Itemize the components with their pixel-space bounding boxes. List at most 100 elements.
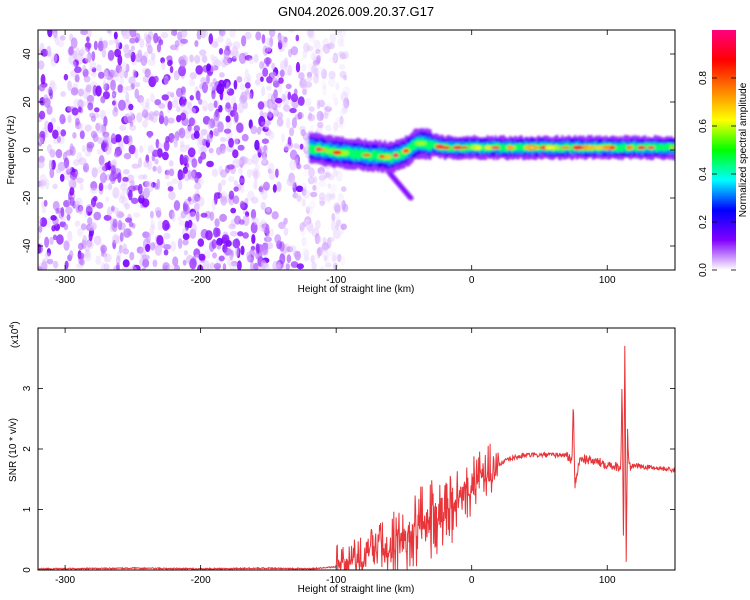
spectrogram-noise-cell (218, 255, 225, 262)
spectrogram-noise-cell (195, 90, 201, 101)
spectrogram-noise-cell (125, 63, 130, 73)
spectrogram-track-cell (322, 146, 325, 156)
spectrogram-noise-cell (323, 112, 329, 120)
spectrogram-noise-cell (93, 195, 98, 202)
spectrogram-noise-cell (166, 181, 173, 187)
spectrogram-noise-cell (262, 45, 269, 56)
spectrogram-noise-cell (221, 234, 230, 244)
spectrogram-noise-cell (122, 169, 130, 175)
spectrogram-track-cell (663, 144, 666, 152)
spectrogram-noise-cell (267, 107, 273, 119)
spectrogram-noise-cell (90, 130, 98, 139)
spectrogram-noise-cell (145, 154, 150, 164)
spectrogram-noise-cell (219, 213, 228, 222)
spectrogram-noise-cell (95, 85, 102, 97)
spectrogram-noise-cell (67, 177, 73, 186)
spectrogram-peak-cell (484, 145, 493, 150)
spectrogram-noise-cell (276, 117, 284, 127)
spectrogram-noise-cell (157, 165, 162, 174)
spectrogram-noise-cell (59, 35, 66, 41)
spectrogram-noise-cell (286, 246, 294, 253)
spectrogram-noise-cell (190, 107, 197, 115)
spectrogram-noise-cell (318, 192, 326, 200)
spectrogram-track-cell (401, 149, 404, 160)
spectrogram-noise-cell (287, 91, 292, 101)
spectrogram-noise-cell (168, 168, 175, 177)
spectrogram-noise-cell (56, 234, 64, 245)
spectrogram-track-cell (361, 148, 364, 159)
spectrogram-noise-cell (248, 92, 253, 100)
spectrogram-noise-cell (99, 172, 107, 184)
spectrogram-track-cell (359, 148, 362, 159)
spectrogram-noise-cell (325, 262, 332, 268)
spectrogram-noise-cell (87, 240, 94, 250)
spectrogram-peak-cell (470, 145, 478, 150)
spectrogram-noise-cell (132, 212, 141, 218)
spectrogram-noise-cell (123, 135, 130, 145)
spectrogram-noise-cell (113, 106, 118, 113)
spectrogram-noise-cell (191, 105, 200, 114)
spectrogram-noise-cell (302, 88, 307, 96)
spectrogram-noise-cell (251, 196, 259, 204)
spectrogram-noise-cell (189, 208, 197, 217)
spectrogram-noise-cell (104, 146, 112, 155)
spectrogram-noise-cell (118, 68, 125, 79)
spectrogram-noise-cell (69, 171, 78, 181)
spectrogram-noise-cell (168, 132, 175, 143)
spectrogram-noise-cell (271, 62, 276, 71)
spectrogram-noise-cell (250, 208, 257, 220)
spectrogram-noise-cell (167, 100, 173, 111)
spectrogram-noise-cell (110, 205, 115, 212)
spectrogram-peak-cell (324, 149, 335, 154)
spectrogram-noise-cell (331, 255, 337, 263)
spectrogram-peak-cell (403, 148, 410, 153)
spectrogram-noise-cell (232, 238, 241, 249)
spectrogram-noise-cell (314, 219, 321, 230)
spectrogram-noise-cell (229, 262, 237, 270)
spectrogram-noise-cell (161, 219, 170, 231)
spectrogram-noise-cell (173, 140, 178, 148)
spectrogram-track-cell (655, 145, 658, 153)
spectrogram-noise-cell (129, 30, 137, 38)
spectrogram-noise-cell (228, 190, 235, 200)
spectrogram-noise-cell (322, 43, 331, 54)
spectrogram-peak-cell (628, 145, 634, 150)
colorbar-tick-label: 0.4 (698, 167, 709, 181)
spectrogram-noise-cell (173, 96, 180, 102)
spectrogram-noise-cell (138, 174, 146, 180)
spectrogram-noise-cell (304, 143, 310, 152)
spectrogram-noise-cell (71, 60, 77, 67)
spectrogram-noise-cell (98, 124, 107, 133)
spectrogram-noise-cell (110, 133, 117, 144)
spectrogram-noise-cell (233, 180, 238, 187)
spectrogram-noise-cell (305, 205, 313, 216)
spectrogram-noise-cell (41, 260, 48, 270)
spectrogram-noise-cell (307, 30, 314, 37)
spectrogram-noise-cell (243, 77, 250, 83)
spectrogram-noise-cell (168, 209, 175, 220)
spectrogram-track-cell (377, 150, 380, 160)
spectrogram-track-cell (538, 144, 541, 152)
spectrogram-track-cell (370, 150, 374, 161)
spectrogram-noise-cell (283, 36, 288, 43)
spectrogram-noise-cell (112, 192, 119, 199)
spectrogram-noise-cell (340, 186, 347, 192)
spectrogram-track-cell (483, 144, 486, 152)
spectrogram-noise-cell (274, 97, 283, 104)
spectrogram-noise-cell (78, 88, 84, 97)
spectrogram-noise-cell (158, 103, 166, 109)
snr-multiplier-exponent: 4 (9, 325, 16, 329)
spectrogram-track-cell (429, 140, 432, 151)
spectrogram-track-cell (309, 143, 312, 154)
spectrogram-noise-cell (301, 247, 310, 258)
spectrogram-noise-cell (333, 122, 339, 132)
spectrogram-noise-cell (239, 200, 245, 210)
spectrogram-noise-cell (163, 249, 169, 256)
spectrogram-noise-cell (111, 100, 116, 106)
spectrogram-noise-cell (87, 102, 94, 111)
spectrogram-noise-cell (335, 219, 342, 227)
spectrogram-noise-cell (197, 264, 204, 270)
spectrogram-noise-cell (38, 262, 43, 270)
spectrogram-noise-cell (223, 128, 232, 134)
spectrogram-track-cell (356, 149, 359, 159)
